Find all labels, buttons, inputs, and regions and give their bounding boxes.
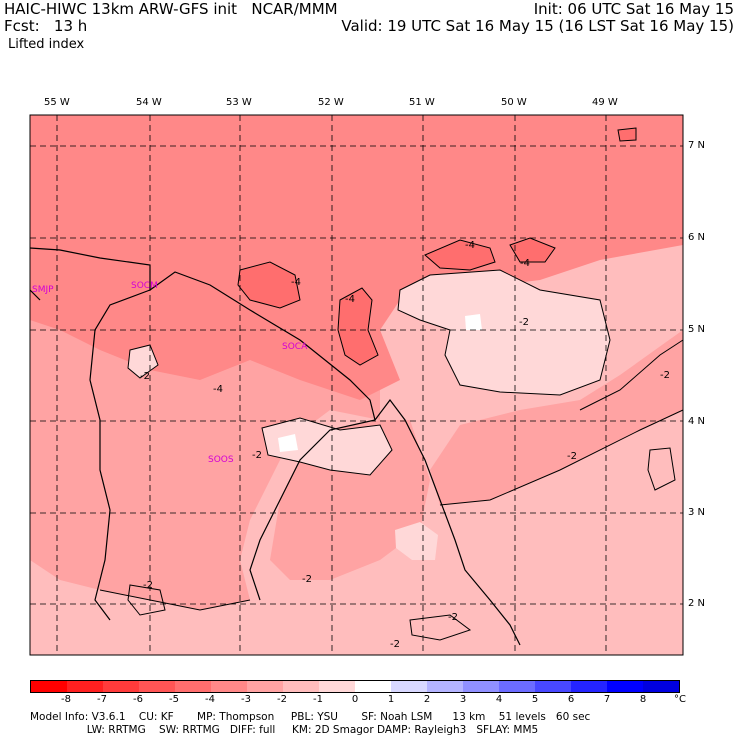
colorbar-segment — [211, 681, 247, 692]
colorbar-segment — [571, 681, 607, 692]
lifted-index-shading — [278, 434, 298, 452]
colorbar-segment — [247, 681, 283, 692]
lat-label: 3 N — [688, 507, 706, 518]
colorbar-unit: °C — [674, 694, 686, 705]
colorbar-label: -2 — [277, 694, 287, 705]
forecast-hour: Fcst: 13 h — [4, 17, 88, 35]
lon-label: 55 W — [44, 97, 70, 108]
colorbar-label: -8 — [61, 694, 71, 705]
lat-label: 4 N — [688, 416, 706, 427]
colorbar-segment — [427, 681, 463, 692]
lifted-index-shading — [395, 522, 438, 560]
colorbar-segment — [319, 681, 355, 692]
valid-time: Valid: 19 UTC Sat 16 May 15 (16 LST Sat … — [341, 17, 734, 35]
contour-label: -4 — [520, 258, 530, 269]
lon-label: 49 W — [592, 97, 618, 108]
contour-label: -2 — [143, 580, 153, 591]
lifted-index-shading — [128, 345, 158, 378]
contour-label: -2 — [567, 451, 577, 462]
contour-label: -2 — [140, 371, 150, 382]
colorbar-label: -6 — [133, 694, 143, 705]
lon-label: 52 W — [318, 97, 344, 108]
colorbar-segment — [283, 681, 319, 692]
station-label: SOCM — [131, 281, 158, 291]
lifted-index-shading — [338, 288, 378, 365]
colorbar-segment — [103, 681, 139, 692]
colorbar-segment — [175, 681, 211, 692]
colorbar-label: 5 — [531, 694, 539, 705]
colorbar-label: 7 — [603, 694, 611, 705]
colorbar-segment — [499, 681, 535, 692]
contour-label: -2 — [519, 317, 529, 328]
contour-label: -4 — [465, 240, 475, 251]
lifted-index-shading — [398, 270, 610, 395]
colorbar-label: -3 — [241, 694, 251, 705]
lat-label: 6 N — [688, 232, 706, 243]
lon-label: 54 W — [136, 97, 162, 108]
colorbar-label: -4 — [205, 694, 215, 705]
contour-label: -2 — [252, 450, 262, 461]
lat-label: 2 N — [688, 598, 706, 609]
model-physics: LW: RRTMG SW: RRTMG DIFF: full KM: 2D Sm… — [30, 724, 539, 736]
colorbar-segment — [607, 681, 643, 692]
colorbar-segment — [67, 681, 103, 692]
lon-label: 51 W — [409, 97, 435, 108]
contour-label: -2 — [448, 612, 458, 623]
lat-label: 5 N — [688, 324, 706, 335]
lifted-index-shading — [618, 128, 636, 141]
lon-label: 50 W — [501, 97, 527, 108]
contour-lines — [99, 127, 684, 641]
colorbar-segment — [139, 681, 175, 692]
colorbar-label: -1 — [313, 694, 323, 705]
lifted-index-shading — [465, 314, 482, 330]
contour-label: -2 — [660, 370, 670, 381]
lon-label: 53 W — [226, 97, 252, 108]
model-info: Model Info: V3.6.1 CU: KF MP: Thompson P… — [30, 711, 591, 723]
colorbar-segment — [391, 681, 427, 692]
lifted-index-shading — [30, 115, 683, 400]
station-label: SMJP — [32, 285, 54, 295]
contour-label: -4 — [345, 294, 355, 305]
colorbar-label: 2 — [423, 694, 431, 705]
colorbar — [30, 680, 680, 693]
colorbar-segment — [643, 681, 679, 692]
colorbar-segment — [535, 681, 571, 692]
station-label: SOOS — [208, 455, 234, 465]
map-frame — [29, 114, 684, 656]
colorbar-segment — [355, 681, 391, 692]
colorbar-label: -7 — [97, 694, 107, 705]
lifted-index-shading — [238, 262, 300, 308]
graticule — [30, 115, 683, 655]
colorbar-label: 1 — [387, 694, 395, 705]
colorbar-segment — [463, 681, 499, 692]
lat-label: 7 N — [688, 140, 706, 151]
colorbar-label: 6 — [567, 694, 575, 705]
contour-label: -4 — [213, 384, 223, 395]
contour-label: -2 — [390, 639, 400, 650]
colorbar-label: -5 — [169, 694, 179, 705]
coastline — [29, 247, 521, 646]
contour-label: -2 — [302, 574, 312, 585]
colorbar-label: 8 — [639, 694, 647, 705]
init-time: Init: 06 UTC Sat 16 May 15 — [533, 0, 734, 18]
colorbar-label: 0 — [351, 694, 359, 705]
model-title: HAIC-HIWC 13km ARW-GFS init NCAR/MMM — [4, 0, 338, 18]
station-label: SOCA — [282, 342, 308, 352]
contour-label: -4 — [291, 277, 301, 288]
colorbar-segment — [31, 681, 67, 692]
colorbar-label: 4 — [495, 694, 503, 705]
field-name: Lifted index — [8, 37, 85, 52]
colorbar-label: 3 — [459, 694, 467, 705]
